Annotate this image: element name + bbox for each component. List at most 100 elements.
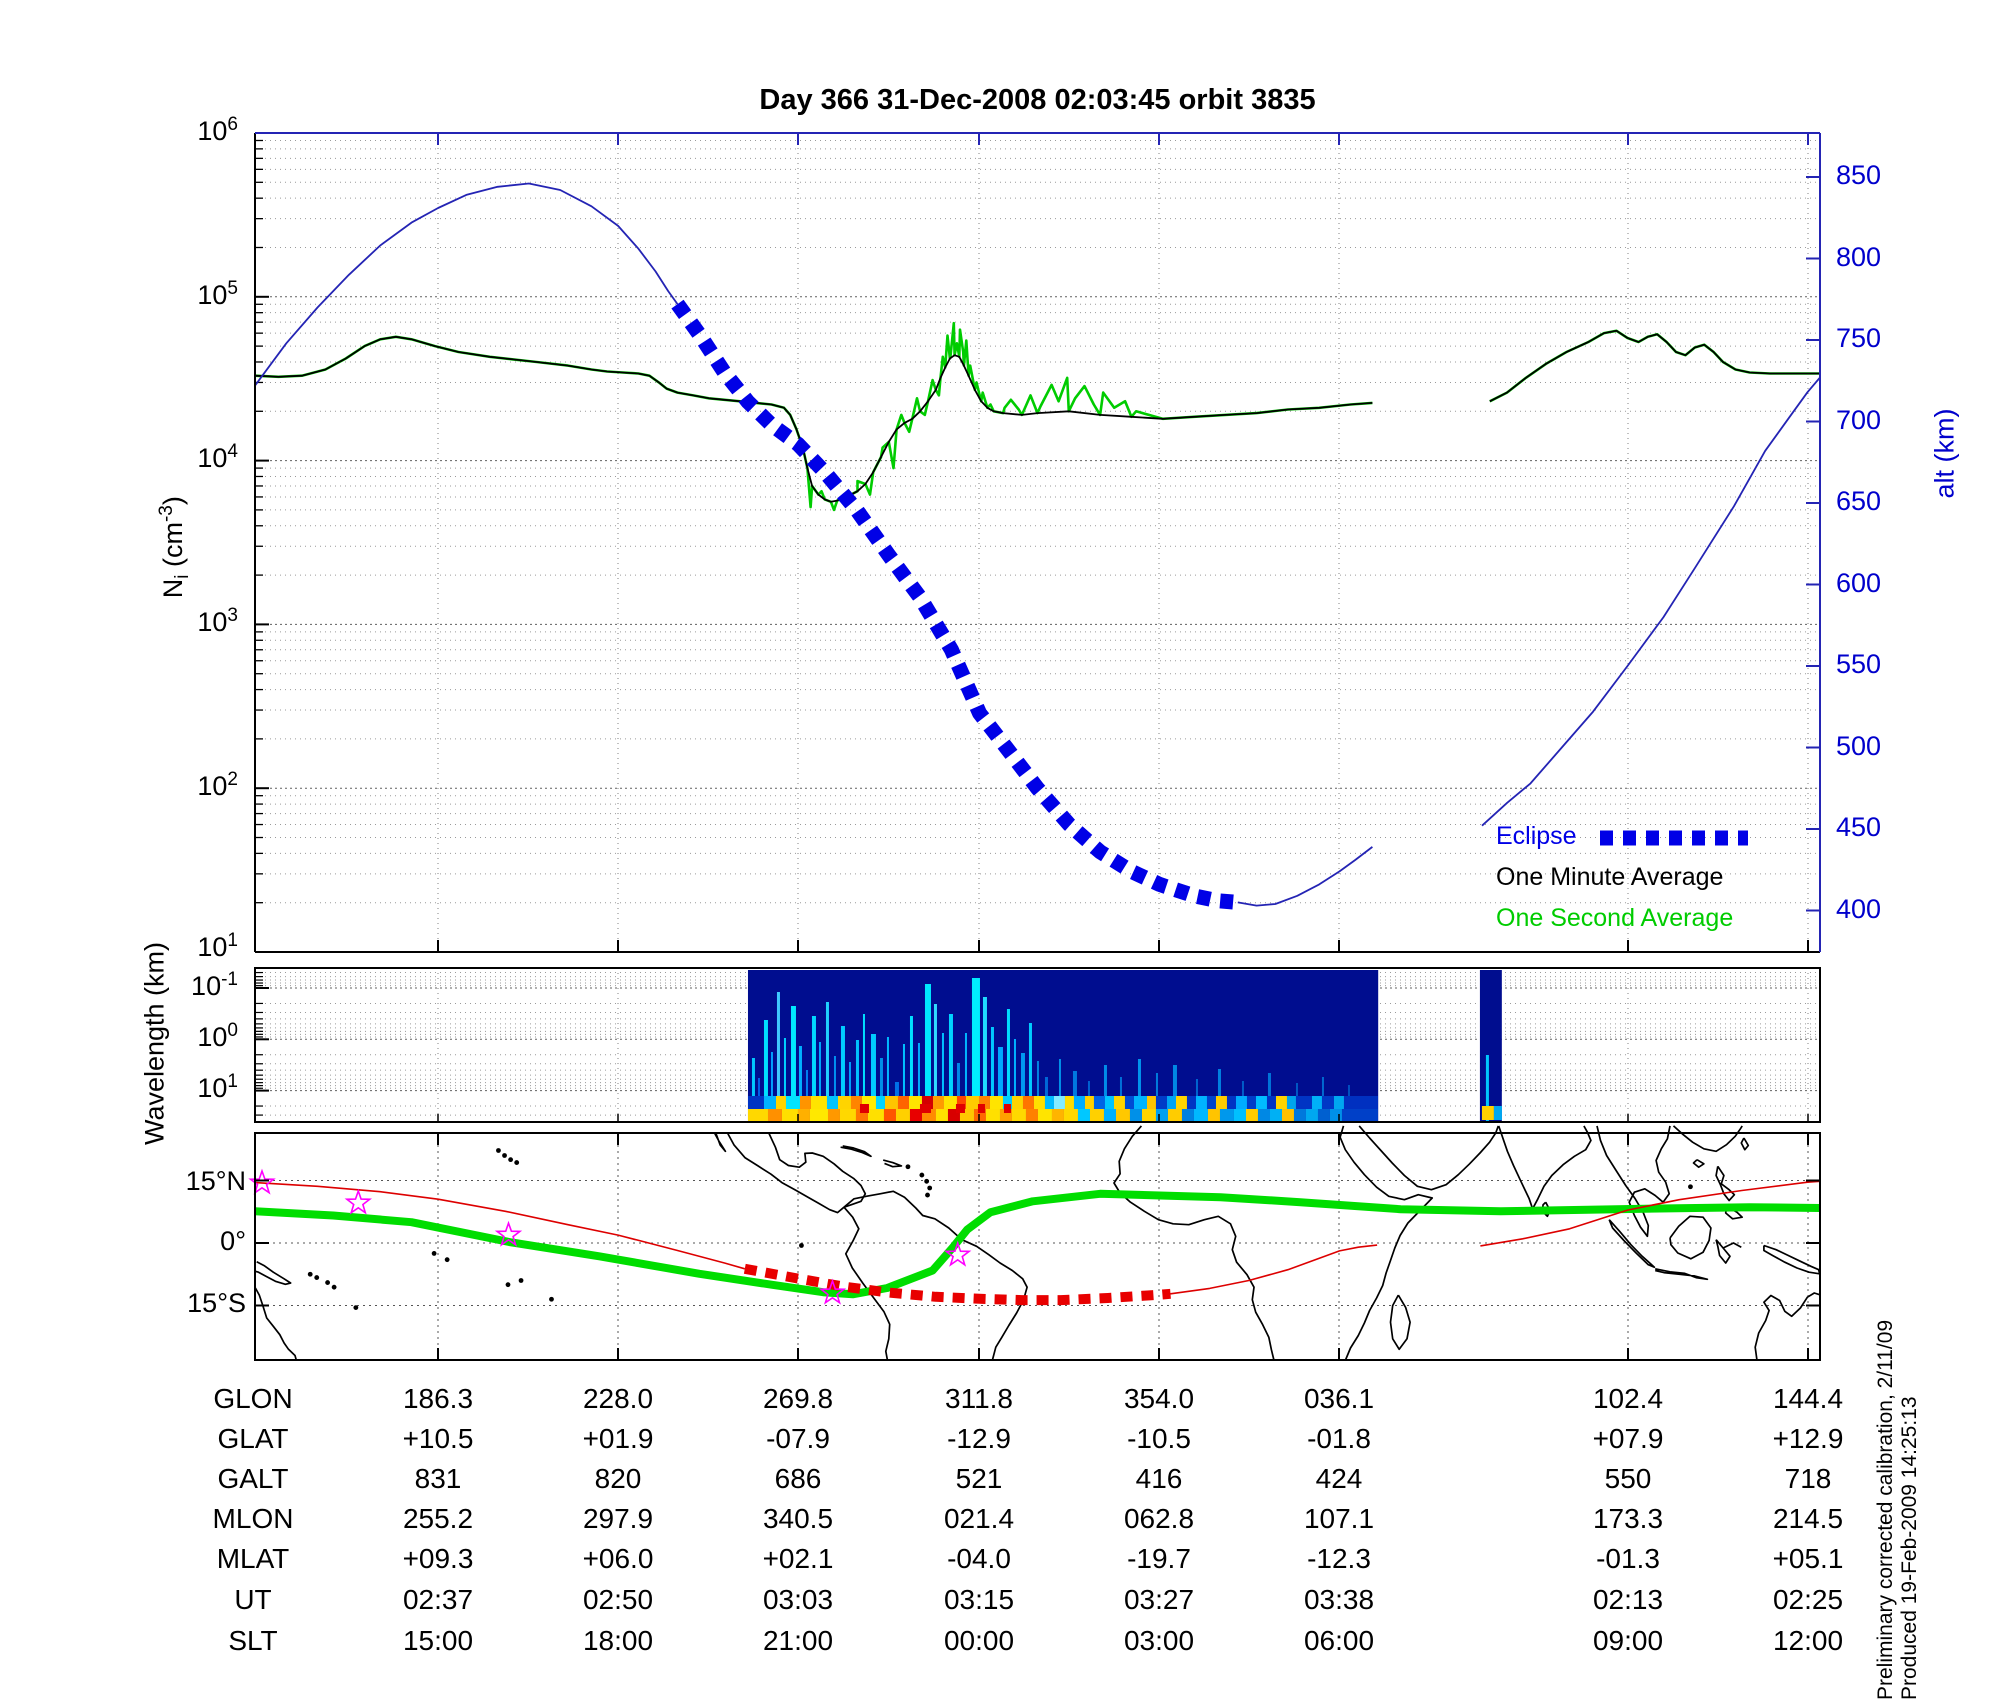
table-cell: 550 bbox=[1604, 1463, 1652, 1494]
yaxis-left-tick: 103 bbox=[197, 605, 238, 637]
yaxis-left-tick: 105 bbox=[197, 278, 238, 310]
table-cell: -10.5 bbox=[1127, 1423, 1191, 1454]
table-cell: 416 bbox=[1135, 1463, 1183, 1494]
table-cell: +09.3 bbox=[402, 1543, 474, 1574]
yaxis-right-tick: 650 bbox=[1836, 486, 1882, 516]
table-cell: +01.9 bbox=[582, 1423, 654, 1454]
yaxis-right-tick: 500 bbox=[1836, 731, 1882, 761]
table-cell: 062.8 bbox=[1123, 1503, 1195, 1534]
yaxis-left-tick: 102 bbox=[197, 769, 238, 801]
yaxis-right-tick: 750 bbox=[1836, 323, 1882, 353]
table-cell: 03:27 bbox=[1123, 1584, 1195, 1615]
table-cell: 21:00 bbox=[762, 1625, 834, 1656]
yaxis-right-tick: 550 bbox=[1836, 649, 1882, 679]
table-cell: 686 bbox=[774, 1463, 822, 1494]
table-cell: +05.1 bbox=[1772, 1543, 1844, 1574]
table-cell: 144.4 bbox=[1772, 1383, 1844, 1414]
row-label: GLON bbox=[213, 1383, 293, 1414]
table-cell: 107.1 bbox=[1303, 1503, 1375, 1534]
wavelength-tick: 10-1 bbox=[191, 969, 238, 1001]
table-cell: 021.4 bbox=[943, 1503, 1015, 1534]
yaxis-right-label: alt (km) bbox=[1929, 408, 1960, 499]
table-cell: 09:00 bbox=[1592, 1625, 1664, 1656]
table-cell: -04.0 bbox=[947, 1543, 1011, 1574]
table-cell: 269.8 bbox=[762, 1383, 834, 1414]
yaxis-right-tick: 450 bbox=[1836, 812, 1882, 842]
table-row-slt: SLT 15:00 18:00 21:00 00:00 03:00 06:00 … bbox=[0, 1625, 2000, 1661]
legend-one-second-label: One Second Average bbox=[1496, 904, 1734, 932]
table-cell: 036.1 bbox=[1303, 1383, 1375, 1414]
table-cell: 00:00 bbox=[943, 1625, 1015, 1656]
table-cell: 12:00 bbox=[1772, 1625, 1844, 1656]
table-cell: 102.4 bbox=[1592, 1383, 1664, 1414]
table-cell: -12.9 bbox=[947, 1423, 1011, 1454]
table-cell: 831 bbox=[414, 1463, 462, 1494]
table-cell: 15:00 bbox=[402, 1625, 474, 1656]
table-cell: -12.3 bbox=[1307, 1543, 1371, 1574]
wavelength-tick: 100 bbox=[197, 1020, 238, 1052]
table-cell: 820 bbox=[594, 1463, 642, 1494]
table-cell: 297.9 bbox=[582, 1503, 654, 1534]
table-cell: 311.8 bbox=[945, 1383, 1013, 1414]
map-lat-label-0: 0° bbox=[220, 1226, 246, 1256]
table-cell: +02.1 bbox=[762, 1543, 834, 1574]
table-cell: 03:15 bbox=[943, 1584, 1015, 1615]
table-cell: 03:00 bbox=[1123, 1625, 1195, 1656]
table-cell: 228.0 bbox=[582, 1383, 654, 1414]
table-cell: 340.5 bbox=[762, 1503, 834, 1534]
yaxis-left-label: Ni (cm-3) bbox=[155, 496, 194, 599]
table-cell: 18:00 bbox=[582, 1625, 654, 1656]
row-label: UT bbox=[234, 1584, 272, 1615]
legend-one-minute-label: One Minute Average bbox=[1496, 863, 1724, 891]
table-row-ut: UT 02:37 02:50 03:03 03:15 03:27 03:38 0… bbox=[0, 1584, 2000, 1620]
table-cell: 06:00 bbox=[1303, 1625, 1375, 1656]
table-cell: 03:38 bbox=[1303, 1584, 1375, 1615]
yaxis-right-tick: 700 bbox=[1836, 405, 1882, 435]
map-lat-label-15s: 15°S bbox=[187, 1288, 246, 1318]
yaxis-right-tick: 400 bbox=[1836, 894, 1882, 924]
yaxis-left-tick: 104 bbox=[197, 441, 238, 473]
table-cell: +10.5 bbox=[402, 1423, 474, 1454]
production-note-line2: Produced 19-Feb-2009 14:25:13 bbox=[1898, 1396, 1921, 1700]
table-cell: 02:13 bbox=[1592, 1584, 1664, 1615]
table-cell: -19.7 bbox=[1127, 1543, 1191, 1574]
row-label: MLAT bbox=[216, 1543, 290, 1574]
table-cell: 03:03 bbox=[762, 1584, 834, 1615]
row-label: GLAT bbox=[217, 1423, 289, 1454]
table-row-mlon: MLON 255.2 297.9 340.5 021.4 062.8 107.1… bbox=[0, 1503, 2000, 1539]
table-cell: 02:50 bbox=[582, 1584, 654, 1615]
table-cell: +06.0 bbox=[582, 1543, 654, 1574]
table-cell: 718 bbox=[1784, 1463, 1832, 1494]
table-cell: 02:37 bbox=[402, 1584, 474, 1615]
table-cell: 521 bbox=[955, 1463, 1003, 1494]
table-row-glon: GLON 186.3 228.0 269.8 311.8 354.0 036.1… bbox=[0, 1383, 2000, 1419]
legend-eclipse-label: Eclipse bbox=[1496, 822, 1577, 850]
table-row-glat: GLAT +10.5 +01.9 -07.9 -12.9 -10.5 -01.8… bbox=[0, 1423, 2000, 1459]
yaxis-right-tick: 850 bbox=[1836, 160, 1882, 190]
table-row-mlat: MLAT +09.3 +06.0 +02.1 -04.0 -19.7 -12.3… bbox=[0, 1543, 2000, 1579]
table-cell: 214.5 bbox=[1772, 1503, 1844, 1534]
yaxis-left-tick: 106 bbox=[197, 114, 238, 146]
page-title: Day 366 31-Dec-2008 02:03:45 orbit 3835 bbox=[759, 84, 1316, 116]
row-label: MLON bbox=[212, 1503, 294, 1534]
yaxis-right-tick: 800 bbox=[1836, 242, 1882, 272]
table-cell: +07.9 bbox=[1592, 1423, 1664, 1454]
yaxis-right-tick: 600 bbox=[1836, 568, 1882, 598]
yaxis-left-tick: 101 bbox=[197, 930, 238, 962]
table-cell: 186.3 bbox=[402, 1383, 474, 1414]
table-cell: 02:25 bbox=[1772, 1584, 1844, 1615]
map-lat-label-15n: 15°N bbox=[185, 1166, 246, 1196]
production-note: Preliminary corrected calibration, 2/11/… bbox=[1874, 1262, 1922, 1700]
table-cell: -01.8 bbox=[1307, 1423, 1371, 1454]
row-label: SLT bbox=[228, 1625, 278, 1656]
table-cell: 424 bbox=[1315, 1463, 1363, 1494]
wavelength-tick: 101 bbox=[197, 1071, 238, 1103]
row-label: GALT bbox=[217, 1463, 289, 1494]
table-cell: 173.3 bbox=[1592, 1503, 1664, 1534]
production-note-line1: Preliminary corrected calibration, 2/11/… bbox=[1874, 1319, 1897, 1700]
table-row-galt: GALT 831 820 686 521 416 424 550 718 bbox=[0, 1463, 2000, 1499]
table-cell: +12.9 bbox=[1772, 1423, 1844, 1454]
table-cell: 354.0 bbox=[1123, 1383, 1195, 1414]
